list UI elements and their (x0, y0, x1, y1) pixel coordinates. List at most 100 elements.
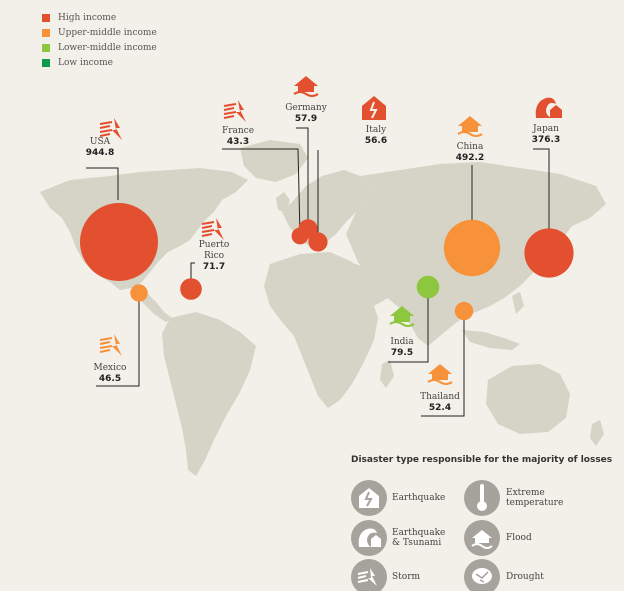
leader-usa (86, 167, 119, 200)
disaster-type-extreme-temperature: Extreme temperature (506, 488, 572, 508)
legend-flood-icon (471, 530, 493, 549)
country-name: France (221, 126, 255, 136)
disaster-type-label: Storm (392, 572, 421, 582)
legend-earthquake-icon (359, 488, 379, 508)
japan-earthquake-tsunami-icon (535, 97, 562, 118)
label-thailand: Thailand 52.4 (416, 392, 464, 414)
leader-lines (86, 127, 550, 417)
bubble-india (416, 275, 440, 299)
indonesia (462, 330, 520, 350)
bubble-thailand (454, 301, 474, 321)
china-flood-icon (457, 116, 483, 137)
disaster-type-label: Drought (506, 572, 544, 582)
country-value: 71.7 (202, 262, 226, 272)
mexico-storm-icon (99, 334, 122, 356)
leader-india (388, 288, 429, 363)
disaster-type-storm: Storm (392, 572, 420, 582)
legend-swatch-low (42, 58, 50, 67)
country-name: Japan (533, 124, 559, 134)
country-value: 52.4 (428, 403, 452, 413)
bubble-china (443, 219, 501, 277)
country-icons (99, 76, 562, 385)
legend-swatch-lower-middle (42, 43, 50, 52)
leader-mexico (96, 292, 140, 387)
france-storm-icon (223, 100, 246, 122)
legend-drought-icon (472, 568, 492, 584)
uk (276, 192, 290, 212)
bubble-layer (80, 203, 574, 321)
disaster-type-label: Flood (506, 533, 532, 543)
legend-swatch-high (42, 13, 50, 22)
disaster-type-label: Extreme temperature (506, 488, 564, 508)
italy-earthquake-icon (362, 96, 386, 120)
country-name: China (456, 142, 484, 152)
label-italy: Italy 56.6 (356, 125, 396, 147)
madagascar (380, 360, 394, 388)
country-value: 46.5 (98, 374, 122, 384)
country-name: Thailand (420, 392, 460, 402)
label-india: India 79.5 (382, 337, 422, 359)
disaster-type-flood: Flood (506, 533, 532, 543)
country-value: 376.3 (531, 135, 561, 145)
label-germany: Germany 57.9 (282, 103, 330, 125)
disaster-type-earthquake: Earthquake (392, 493, 445, 503)
bubble-italy (308, 232, 328, 252)
legend-thermometer-icon (477, 484, 487, 511)
legend-entry-lower-middle: Lower-middle income (42, 40, 157, 55)
disaster-type-earthquake-tsunami: Earthquake & Tsunami (392, 528, 454, 548)
south-america (162, 312, 256, 476)
bubble-mexico (130, 284, 148, 302)
disaster-type-drought: Drought (506, 572, 544, 582)
label-japan: Japan 376.3 (526, 124, 566, 146)
germany-flood-icon (293, 76, 319, 97)
bubble-puerto-rico (180, 278, 202, 300)
label-usa: USA 944.8 (80, 137, 120, 159)
country-name: Germany (285, 103, 327, 113)
legend-label-high: High income (58, 12, 117, 23)
leader-japan (533, 148, 550, 236)
country-name: Mexico (93, 363, 127, 373)
australia (486, 364, 570, 434)
legend-swatch-upper-middle (42, 28, 50, 37)
legend-entry-high: High income (42, 10, 157, 25)
greenland (240, 140, 308, 182)
disaster-type-title: Disaster type responsible for the majori… (351, 455, 613, 465)
new-zealand (590, 420, 604, 446)
country-value: 56.6 (364, 136, 388, 146)
label-france: France 43.3 (218, 126, 258, 148)
disaster-type-glyphs (357, 484, 493, 586)
africa (264, 252, 378, 408)
country-name: Puerto Rico (198, 240, 230, 261)
legend-entry-low: Low income (42, 55, 157, 70)
legend-earthquake-tsunami-icon (358, 528, 381, 547)
country-value: 944.8 (85, 148, 115, 158)
income-legend: High income Upper-middle income Lower-mi… (42, 10, 157, 70)
thailand-flood-icon (427, 364, 453, 385)
usa-storm-icon (99, 118, 122, 140)
country-value: 79.5 (390, 348, 414, 358)
legend-label-upper-middle: Upper-middle income (58, 27, 157, 38)
label-puerto-rico: Puerto Rico 71.7 (194, 240, 234, 273)
country-value: 43.3 (226, 137, 250, 147)
disaster-type-label: Earthquake (392, 493, 446, 503)
country-name: Italy (365, 125, 387, 135)
country-name: India (390, 337, 414, 347)
leader-thailand (421, 310, 465, 417)
legend-storm-icon (357, 568, 377, 586)
label-mexico: Mexico 46.5 (90, 363, 130, 385)
country-value: 492.2 (455, 153, 485, 163)
country-value: 57.9 (294, 114, 318, 124)
land-masses (40, 140, 606, 476)
legend-label-low: Low income (58, 57, 113, 68)
legend-entry-upper-middle: Upper-middle income (42, 25, 157, 40)
philippines (512, 292, 524, 314)
leader-france (222, 148, 301, 237)
disaster-type-label: Earthquake & Tsunami (392, 528, 446, 548)
legend-label-lower-middle: Lower-middle income (58, 42, 157, 53)
label-china: China 492.2 (450, 142, 490, 164)
india-flood-icon (389, 306, 415, 327)
leader-germany (296, 127, 309, 228)
puerto-rico-storm-icon (201, 218, 224, 240)
country-name: USA (89, 137, 111, 147)
